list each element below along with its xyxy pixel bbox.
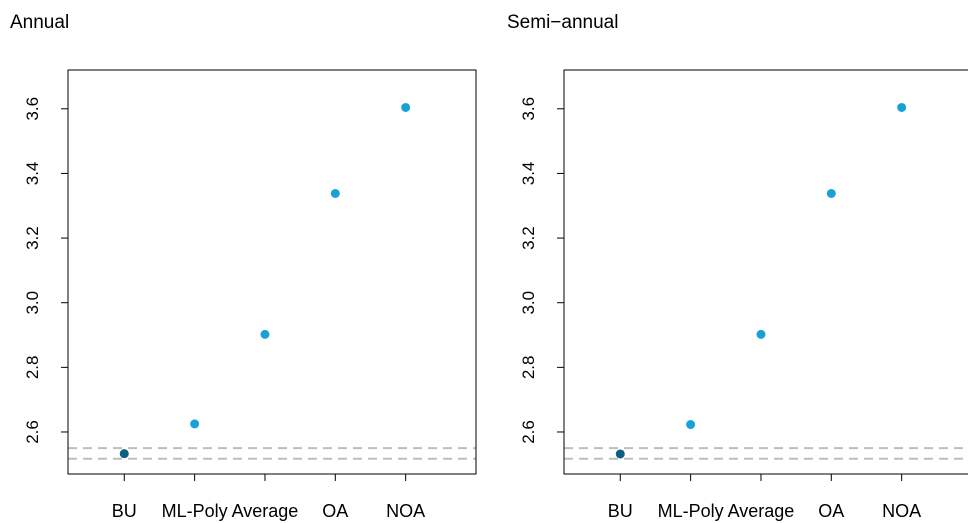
plot-frame: [67, 69, 477, 475]
x-tick-label: ML-Poly: [658, 501, 724, 521]
y-tick-label: 2.8: [23, 356, 42, 380]
plot-frame: [563, 69, 968, 475]
x-tick-label: NOA: [386, 501, 425, 521]
data-point-bu: [615, 449, 625, 459]
x-tick-label: Average: [232, 501, 299, 521]
data-point-bu: [119, 449, 129, 459]
y-tick-label: 3.4: [23, 162, 42, 186]
x-tick-label: OA: [818, 501, 844, 521]
data-point-ml-poly: [686, 420, 696, 430]
x-tick-label: Average: [728, 501, 795, 521]
x-tick-label: BU: [112, 501, 137, 521]
data-point-noa: [401, 102, 411, 112]
y-tick-label: 3.6: [519, 97, 538, 121]
x-tick-label: BU: [608, 501, 633, 521]
panel-title-semi-annual: Semi−annual: [507, 12, 619, 33]
data-point-average: [260, 329, 270, 339]
x-tick-label: ML-Poly: [162, 501, 228, 521]
y-tick-label: 3.0: [519, 291, 538, 315]
y-tick-label: 3.2: [519, 226, 538, 250]
panel-title-annual: Annual: [10, 12, 70, 33]
panel-annual: 2.6 2.8 3.0 3.2 3.4 3.6 BU ML-Poly Average OA NOA: [23, 69, 477, 521]
y-tick-label: 3.6: [23, 97, 42, 121]
panel-semi-annual: 2.6 2.8 3.0 3.2 3.4 3.6 BU ML-Poly Average OA NOA: [519, 69, 968, 521]
x-tick-label: NOA: [882, 501, 921, 521]
data-point-oa: [330, 188, 340, 198]
data-point-average: [756, 329, 766, 339]
y-tick-label: 3.4: [519, 162, 538, 186]
data-point-noa: [897, 102, 907, 112]
y-tick-label: 2.6: [519, 420, 538, 444]
y-tick-label: 2.6: [23, 420, 42, 444]
x-tick-label: OA: [322, 501, 348, 521]
data-point-ml-poly: [190, 419, 200, 429]
y-tick-label: 3.2: [23, 226, 42, 250]
y-tick-label: 3.0: [23, 291, 42, 315]
y-tick-label: 2.8: [519, 356, 538, 380]
data-point-oa: [826, 188, 836, 198]
